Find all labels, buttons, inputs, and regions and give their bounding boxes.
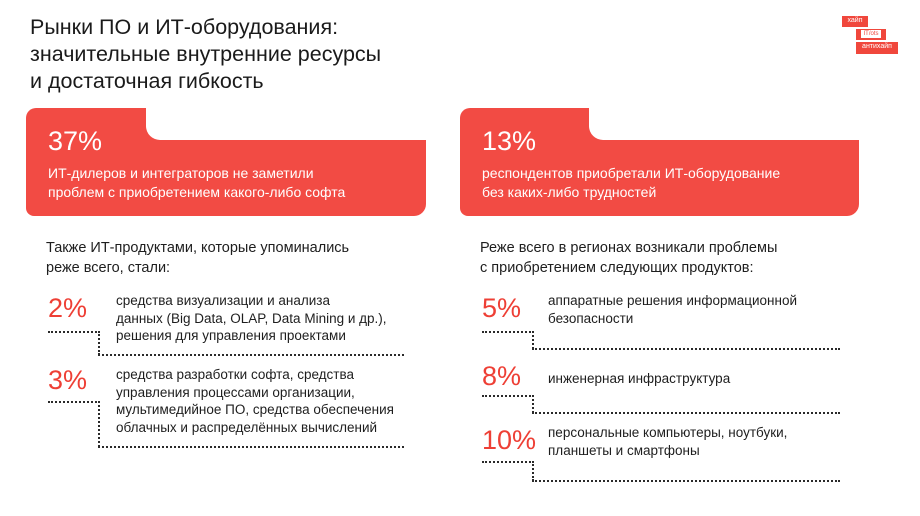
item-line: персональные компьютеры, ноутбуки, (548, 425, 788, 440)
dotted-divider (98, 401, 100, 447)
dotted-divider (48, 401, 100, 403)
stat-card-value: 13% (482, 126, 537, 156)
dotted-divider (482, 331, 534, 333)
dotted-divider (532, 461, 534, 481)
stat-card-value: 37% (48, 126, 103, 156)
dotted-divider (98, 446, 404, 448)
dotted-divider (48, 331, 100, 333)
item-line: мультимедийное ПО, средства обеспечения (116, 402, 394, 417)
right-item-2-text: инженерная инфраструктура (548, 370, 730, 388)
card-notch (146, 108, 426, 140)
dotted-divider (482, 395, 534, 397)
item-line: планшеты и смартфоны (548, 442, 700, 458)
dotted-divider (482, 461, 534, 463)
logo-bottom: антихайп (856, 42, 898, 54)
logo-middle: IT/ots (856, 29, 886, 40)
stat-card-text: ИТ-дилеров и интеграторов не заметили пр… (48, 164, 345, 202)
dotted-divider (532, 480, 840, 482)
right-item-3-value: 10% (482, 425, 537, 455)
item-line: решения для управления проектами (116, 328, 346, 343)
item-line: средства разработки софта, средства (116, 367, 355, 382)
title-line: и достаточная гибкость (30, 69, 264, 93)
dotted-divider (532, 395, 534, 413)
left-item-2-value: 3% (48, 365, 88, 395)
stat-card-text: респондентов приобретали ИТ-оборудование… (482, 164, 780, 202)
dotted-divider (98, 354, 404, 356)
left-item-1-value: 2% (48, 293, 88, 323)
left-intro: Также ИТ-продуктами, которые упоминались… (46, 238, 349, 278)
stat-card-left: 37% ИТ-дилеров и интеграторов не заметил… (26, 108, 426, 216)
dotted-divider (532, 412, 840, 414)
dotted-divider (532, 331, 534, 349)
card-notch (589, 108, 859, 140)
right-intro: Реже всего в регионах возникали проблемы… (480, 238, 777, 278)
item-line: средства визуализации и анализа (116, 293, 330, 308)
dotted-divider (98, 331, 100, 355)
logo-middle-text: IT/ots (861, 30, 881, 38)
item-line: управления процессами организации, (116, 384, 355, 400)
left-item-2-text: средства разработки софта, средства упра… (116, 366, 394, 436)
intro-line: реже всего, стали: (46, 260, 171, 276)
item-line: безопасности (548, 310, 634, 326)
right-item-1-value: 5% (482, 293, 522, 323)
logo-top: хайп (842, 16, 868, 27)
left-item-1-text: средства визуализации и анализа данных (… (116, 292, 387, 345)
title-line: значительные внутренние ресурсы (30, 42, 382, 66)
item-line: облачных и распределённых вычислений (116, 419, 378, 435)
title-line: Рынки ПО и ИТ-оборудования: (30, 15, 339, 39)
dotted-divider (532, 348, 840, 350)
item-line: аппаратные решения информационной (548, 293, 798, 308)
right-item-1-text: аппаратные решения информационной безопа… (548, 292, 797, 327)
stat-card-right: 13% респондентов приобретали ИТ-оборудов… (460, 108, 859, 216)
intro-line: с приобретением следующих продуктов: (480, 260, 754, 276)
stat-card-line: ИТ-дилеров и интеграторов не заметили (48, 165, 314, 181)
page-title: Рынки ПО и ИТ-оборудования: значительные… (30, 14, 450, 95)
item-line: инженерная инфраструктура (548, 371, 731, 386)
right-item-2-value: 8% (482, 361, 522, 391)
item-line: данных (Big Data, OLAP, Data Mining и др… (116, 310, 387, 326)
brand-logo: хайп IT/ots антихайп (842, 16, 900, 58)
right-item-3-text: персональные компьютеры, ноутбуки, планш… (548, 424, 787, 459)
stat-card-line: респондентов приобретали ИТ-оборудование (482, 165, 781, 181)
stat-card-line: без каких-либо трудностей (482, 184, 657, 200)
intro-line: Также ИТ-продуктами, которые упоминались (46, 240, 350, 256)
intro-line: Реже всего в регионах возникали проблемы (480, 240, 778, 256)
stat-card-line: проблем с приобретением какого-либо софт… (48, 184, 346, 200)
